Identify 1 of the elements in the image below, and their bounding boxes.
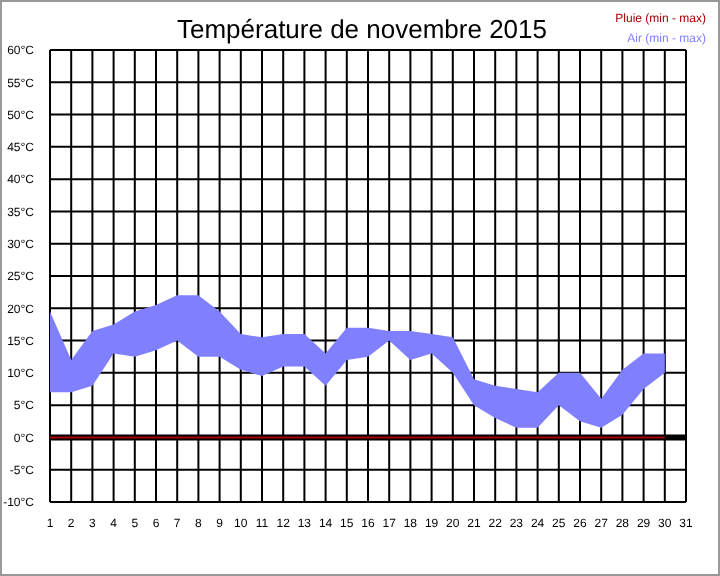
chart-title: Température de novembre 2015 xyxy=(176,14,547,44)
